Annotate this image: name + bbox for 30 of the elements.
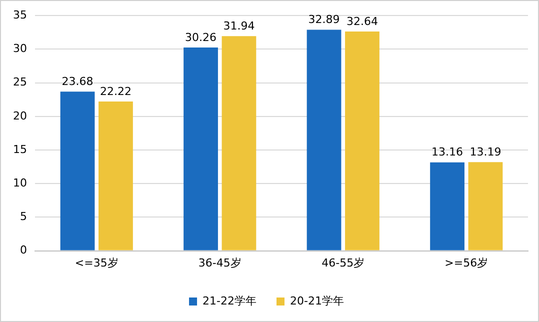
- data-label: 30.26: [185, 30, 217, 44]
- y-tick-label: 10: [12, 176, 27, 190]
- x-tick-label: <=35岁: [74, 256, 118, 270]
- bar: [184, 47, 218, 250]
- bar: [306, 30, 342, 250]
- bar: [60, 92, 95, 250]
- data-label: 13.16: [432, 146, 464, 159]
- x-tick-label: 36-45岁: [198, 256, 242, 270]
- y-tick-label: 35: [12, 8, 27, 22]
- data-label: 22.22: [100, 84, 132, 98]
- data-label: 23.68: [62, 75, 94, 88]
- legend-label: 21-22学年: [202, 294, 257, 308]
- bar: [430, 162, 464, 250]
- x-tick-label: 46-55岁: [322, 256, 365, 270]
- bar: [468, 162, 503, 250]
- data-label: 13.19: [470, 146, 502, 159]
- legend-label: 20-21学年: [290, 294, 344, 308]
- y-tick-label: 25: [12, 76, 27, 89]
- y-tick-label: 30: [12, 42, 27, 56]
- bar: [222, 36, 256, 250]
- y-tick-label: 15: [12, 142, 27, 156]
- bar: [98, 101, 133, 250]
- x-tick-label: >=56岁: [444, 256, 488, 270]
- data-label: 32.89: [308, 13, 340, 26]
- data-label: 32.64: [346, 14, 378, 28]
- y-tick-label: 5: [20, 210, 27, 224]
- data-label: 31.94: [223, 20, 255, 33]
- bar: [345, 31, 380, 250]
- y-tick-label: 0: [20, 244, 27, 257]
- y-tick-label: 20: [12, 109, 27, 122]
